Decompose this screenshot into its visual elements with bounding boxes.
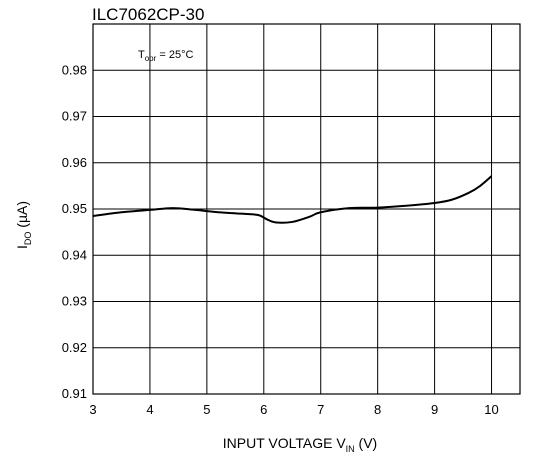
y-tick-label: 0.95	[62, 201, 87, 216]
x-tick-label: 4	[146, 402, 153, 417]
chart-title: ILC7062CP-30	[92, 5, 204, 24]
x-tick-label: 5	[203, 402, 210, 417]
y-tick-label: 0.92	[62, 340, 87, 355]
y-axis-label: IDO (µA)	[14, 201, 33, 249]
x-tick-label: 8	[374, 402, 381, 417]
x-tick-label: 6	[260, 402, 267, 417]
x-tick-labels: 3 4 5 6 7 8 9 10	[89, 402, 498, 417]
x-tick-label: 10	[484, 402, 498, 417]
series	[93, 176, 492, 223]
y-tick-label: 0.97	[62, 109, 87, 124]
series-line	[93, 176, 492, 223]
y-tick-label: 0.93	[62, 294, 87, 309]
temperature-annotation: Topr = 25°C	[138, 49, 193, 63]
y-tick-label: 0.98	[62, 62, 87, 77]
y-tick-label: 0.96	[62, 155, 87, 170]
x-tick-label: 3	[89, 402, 96, 417]
x-tick-label: 7	[317, 402, 324, 417]
x-axis-label: INPUT VOLTAGE VIN (V)	[223, 435, 377, 454]
x-tick-label: 9	[431, 402, 438, 417]
y-tick-labels: 0.91 0.92 0.93 0.94 0.95 0.96 0.97 0.98	[62, 62, 87, 401]
y-tick-label: 0.94	[62, 247, 87, 262]
y-tick-label: 0.91	[62, 386, 87, 401]
